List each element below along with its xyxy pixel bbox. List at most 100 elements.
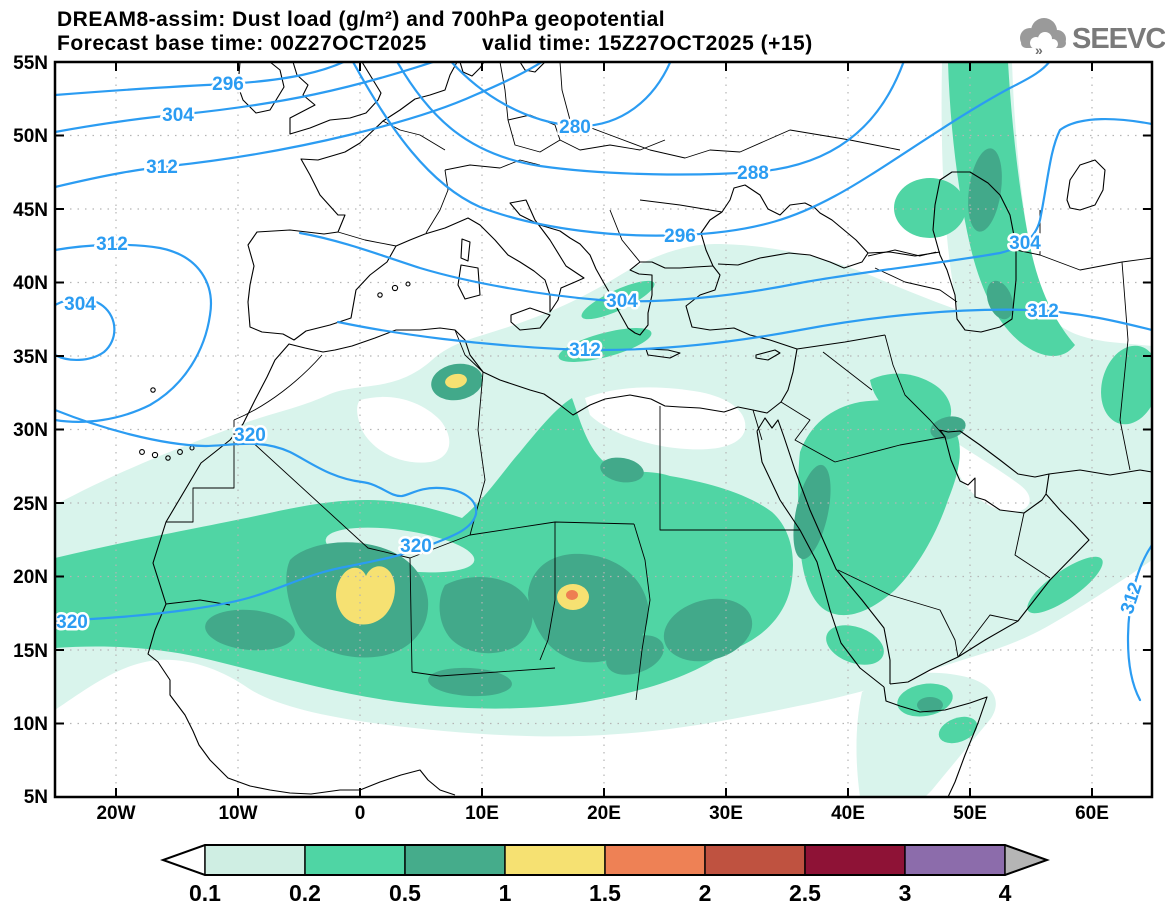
lat-label: 45N <box>13 200 48 221</box>
island-cyprus <box>755 349 781 361</box>
contour-label: 312 <box>569 340 601 361</box>
contour-label: 312 <box>1027 301 1059 322</box>
coastline-red-sea-arabia <box>756 417 1090 688</box>
colorbar-label: 0.5 <box>389 880 421 906</box>
lat-label: 25N <box>13 494 48 515</box>
contour-280-trough <box>450 62 672 128</box>
dust-level-1-mali <box>336 566 395 625</box>
lon-label: 20E <box>587 803 621 824</box>
geopotential-contours <box>55 62 1152 702</box>
dust-level-0p5-sudan <box>663 598 753 662</box>
dust-level-0p2-caspian-plume <box>948 62 1075 357</box>
lat-label: 10N <box>13 714 48 735</box>
contour-label: 304 <box>1009 233 1041 254</box>
colorbar-right-arrow <box>1004 844 1050 876</box>
contour-label: 304 <box>606 291 638 312</box>
dust-level-0p5-horn <box>917 697 943 713</box>
colorbar-seg-0p2 <box>304 844 406 876</box>
contour-label: 312 <box>146 157 178 178</box>
lat-label: 5N <box>24 787 48 808</box>
dust-level-0p1-horn <box>856 672 996 797</box>
contour-label: 320 <box>400 536 432 557</box>
lon-label: 40E <box>831 803 865 824</box>
colorbar-labels: 0.1 0.2 0.5 1 1.5 2 2.5 3 4 <box>189 880 1012 906</box>
coastline-turkey-africa-atlantic <box>147 265 798 796</box>
lat-label: 40N <box>13 273 48 294</box>
svg-text:»: » <box>1035 42 1043 58</box>
contour-320-africa <box>55 408 478 623</box>
dust-level-0p2-east-turkey <box>894 178 966 238</box>
dust-level-0p5-chad-se <box>606 635 664 675</box>
contour-296-west <box>55 62 347 97</box>
title-block: DREAM8-assim: Dust load (g/m²) and 700hP… <box>57 8 813 55</box>
contour-312-west <box>55 62 544 189</box>
colorbar-seg-0p1 <box>204 844 306 876</box>
contour-label: 320 <box>234 425 266 446</box>
lon-label: 10E <box>465 803 499 824</box>
contour-304-west <box>55 62 437 134</box>
colorbar-left-arrow <box>160 844 206 876</box>
lon-label: 10W <box>218 803 257 824</box>
coastline-makran <box>1048 469 1152 476</box>
colorbar-seg-0p5 <box>404 844 506 876</box>
contour-296-balkans <box>351 62 1051 237</box>
axis-ticks <box>55 61 1152 798</box>
colorbar-seg-2 <box>704 844 806 876</box>
contour-label: 312 <box>1117 580 1147 617</box>
dust-level-0p5-egypt <box>600 457 644 483</box>
lat-label: 55N <box>13 53 48 74</box>
colorbar-seg-1 <box>504 844 606 876</box>
contour-label: 296 <box>664 226 696 247</box>
colorbar-outline <box>160 844 1050 876</box>
dust-level-0p2-aegean-2 <box>558 328 652 362</box>
contour-304-mediterranean <box>298 118 1152 303</box>
dust-level-0p5-kuwait <box>930 416 966 440</box>
contour-label: 312 <box>96 234 128 255</box>
dust-level-1p5-chad <box>566 590 578 600</box>
contour-label: 320 <box>56 612 88 633</box>
lon-label: 60E <box>1075 803 1109 824</box>
contour-label: 304 <box>162 105 194 126</box>
coastline-horn-of-africa <box>883 686 988 797</box>
coastlines <box>139 62 1152 797</box>
lon-axis: 20W 10W 0 10E 20E 30E 40E 50E 60E <box>96 803 1108 824</box>
island-crete <box>645 348 681 359</box>
lat-label: 20N <box>13 567 48 588</box>
logo-text: SEEVCCC <box>1072 23 1165 55</box>
contour-labels: 296 304 312 312 304 280 288 296 304 312 … <box>55 72 1149 636</box>
cloud-icon: » <box>1020 18 1066 58</box>
dust-level-0p2-east-iran <box>1101 345 1152 425</box>
colorbar-seg-3 <box>904 844 1006 876</box>
dust-level-0p5-chad <box>528 553 649 663</box>
island-britain <box>289 62 382 135</box>
lat-label: 15N <box>13 641 48 662</box>
lon-label: 30E <box>709 803 743 824</box>
colorbar-seg-1p5 <box>604 844 706 876</box>
white-hole-persian-gulf <box>951 440 1030 512</box>
contour-312-arabian-sea <box>1126 543 1152 702</box>
colorbar-label: 4 <box>999 880 1012 906</box>
dust-level-0p2-oman-coast <box>1027 556 1103 614</box>
colorbar-label: 0.2 <box>289 880 321 906</box>
dust-level-0p2-arabia <box>798 400 960 616</box>
country-borders <box>165 62 1152 701</box>
dust-level-0p5-senegal <box>205 609 295 651</box>
lat-label: 35N <box>13 347 48 368</box>
valid-time: valid time: 15Z27OCT2025 (+15) <box>482 32 813 55</box>
lat-axis: 55N 50N 45N 40N 35N 30N 25N 20N 15N 10N … <box>13 53 48 808</box>
seevccc-logo: » SEEVCCC <box>1020 18 1165 58</box>
island-corsica <box>460 238 471 262</box>
caspian-sea <box>932 171 1017 333</box>
island-ireland <box>237 62 285 114</box>
forecast-base-time: Forecast base time: 00Z27OCT2025 <box>57 32 427 55</box>
contour-label: 296 <box>212 74 244 95</box>
contour-312-mediterranean <box>336 308 1152 352</box>
contour-label: 288 <box>737 163 769 184</box>
white-hole-algeria <box>357 396 450 463</box>
lon-label: 50E <box>953 803 987 824</box>
contour-312-atlantic-low <box>55 243 212 423</box>
page-title: DREAM8-assim: Dust load (g/m²) and 700hP… <box>57 8 665 31</box>
colorbar-seg-2p5 <box>804 844 906 876</box>
